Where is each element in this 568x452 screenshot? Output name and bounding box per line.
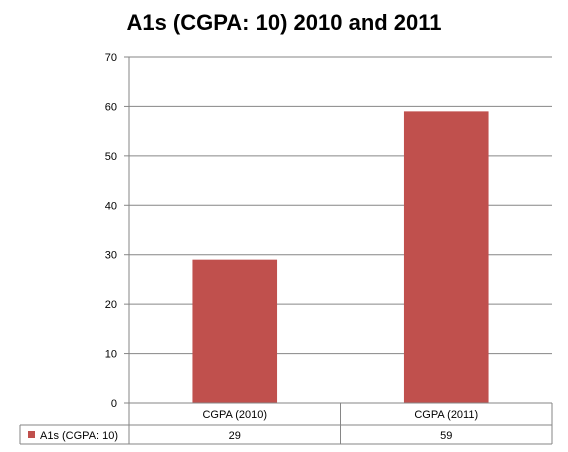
category-label: CGPA (2010) bbox=[202, 409, 267, 421]
y-tick-label: 40 bbox=[105, 200, 117, 212]
y-tick-label: 30 bbox=[105, 250, 117, 262]
bar-2 bbox=[403, 111, 489, 403]
y-tick-label: 50 bbox=[105, 151, 117, 163]
y-tick-label: 60 bbox=[105, 101, 117, 113]
chart-title: A1s (CGPA: 10) 2010 and 2011 bbox=[126, 10, 442, 35]
legend-series-name: A1s (CGPA: 10) bbox=[40, 430, 118, 442]
bar-1 bbox=[192, 259, 278, 403]
legend-key bbox=[28, 431, 35, 438]
data-table-value: 29 bbox=[229, 430, 241, 442]
y-tick-label: 70 bbox=[105, 52, 117, 64]
category-label: CGPA (2011) bbox=[414, 409, 478, 421]
data-table-value: 59 bbox=[440, 430, 452, 442]
y-tick-label: 0 bbox=[111, 398, 117, 410]
y-tick-label: 20 bbox=[105, 299, 117, 311]
y-tick-label: 10 bbox=[105, 349, 117, 361]
